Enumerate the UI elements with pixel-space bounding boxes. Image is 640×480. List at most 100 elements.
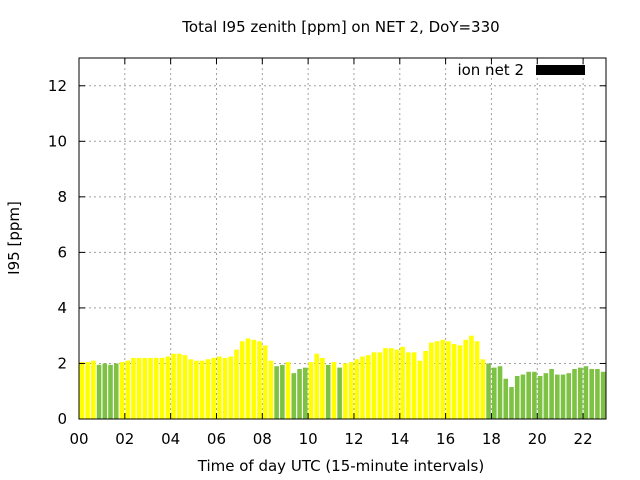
y-tick-label: 2 bbox=[57, 354, 67, 372]
bar bbox=[142, 357, 148, 419]
bar bbox=[371, 352, 377, 419]
x-tick-label: 22 bbox=[574, 430, 593, 448]
bar bbox=[113, 363, 119, 419]
bar bbox=[526, 371, 531, 419]
bar bbox=[434, 341, 440, 419]
bar bbox=[520, 374, 526, 419]
bar bbox=[85, 362, 90, 419]
x-tick-label: 20 bbox=[528, 430, 547, 448]
bar bbox=[440, 339, 446, 419]
bar bbox=[400, 346, 405, 419]
x-tick-label: 16 bbox=[436, 430, 455, 448]
bar bbox=[234, 349, 239, 419]
legend-label: ion net 2 bbox=[457, 61, 524, 79]
bar bbox=[131, 357, 136, 419]
x-tick-label: 10 bbox=[299, 430, 318, 448]
bar bbox=[291, 373, 297, 419]
bar bbox=[325, 364, 331, 419]
bar bbox=[566, 373, 572, 419]
bar bbox=[388, 348, 394, 419]
bar bbox=[228, 356, 234, 419]
bar bbox=[245, 338, 251, 419]
legend: ion net 2 bbox=[457, 61, 585, 79]
bar bbox=[577, 367, 583, 419]
bar bbox=[549, 369, 554, 419]
bar bbox=[176, 353, 182, 419]
bar bbox=[154, 357, 159, 419]
bar bbox=[308, 362, 314, 419]
bar bbox=[394, 349, 400, 419]
x-tick-label: 08 bbox=[253, 430, 272, 448]
bar bbox=[194, 360, 199, 419]
x-tick-label: 04 bbox=[161, 430, 180, 448]
bar bbox=[343, 363, 348, 419]
bar bbox=[595, 369, 600, 419]
bar bbox=[171, 353, 176, 419]
x-tick-label: 14 bbox=[390, 430, 409, 448]
bar bbox=[532, 371, 537, 419]
bar bbox=[497, 366, 503, 419]
bar bbox=[486, 363, 491, 419]
bar bbox=[446, 341, 451, 419]
bar bbox=[509, 387, 514, 419]
bar bbox=[457, 345, 463, 419]
bar bbox=[251, 339, 257, 419]
bar bbox=[222, 357, 228, 419]
grid bbox=[78, 58, 606, 420]
bar bbox=[417, 360, 423, 419]
bar bbox=[589, 369, 594, 419]
bar bbox=[188, 359, 193, 419]
bar bbox=[302, 367, 308, 419]
y-axis-label: I95 [ppm] bbox=[5, 201, 23, 275]
bar bbox=[348, 362, 354, 419]
y-tick-label: 4 bbox=[57, 299, 67, 317]
bar bbox=[354, 359, 360, 419]
y-tick-label: 6 bbox=[57, 243, 67, 261]
bar bbox=[102, 363, 108, 419]
bar bbox=[474, 341, 480, 419]
bar bbox=[314, 353, 320, 419]
bar bbox=[182, 355, 188, 419]
bar bbox=[406, 352, 411, 419]
bar bbox=[463, 339, 468, 419]
bar bbox=[297, 369, 302, 419]
bars bbox=[79, 335, 606, 419]
bar bbox=[360, 356, 365, 419]
bar bbox=[537, 375, 543, 419]
plot-frame bbox=[78, 57, 607, 420]
bar bbox=[423, 350, 428, 419]
bar bbox=[148, 357, 153, 419]
chart-title: Total I95 zenith [ppm] on NET 2, DoY=330 bbox=[181, 18, 499, 36]
x-axis-label: Time of day UTC (15-minute intervals) bbox=[197, 457, 484, 475]
bar bbox=[560, 374, 566, 419]
bar bbox=[337, 367, 342, 419]
x-tick-label: 02 bbox=[115, 430, 134, 448]
bar bbox=[280, 364, 285, 419]
bar bbox=[514, 375, 520, 419]
bar bbox=[199, 360, 205, 419]
bar bbox=[480, 359, 486, 419]
bar bbox=[285, 362, 291, 419]
bar bbox=[383, 348, 388, 419]
y-tick-label: 0 bbox=[57, 410, 67, 428]
bar bbox=[108, 364, 113, 419]
bar bbox=[469, 335, 474, 419]
bar bbox=[451, 344, 457, 419]
bar bbox=[320, 357, 325, 419]
bar bbox=[239, 341, 245, 419]
bar bbox=[159, 357, 165, 419]
bar bbox=[377, 352, 383, 419]
bar bbox=[125, 360, 130, 419]
bar bbox=[268, 360, 274, 419]
y-tick-label: 12 bbox=[48, 77, 67, 95]
legend-swatch bbox=[536, 65, 585, 75]
bar bbox=[365, 355, 371, 419]
bar bbox=[331, 362, 337, 419]
bar bbox=[96, 364, 102, 419]
bar bbox=[262, 345, 268, 419]
x-tick-label: 18 bbox=[482, 430, 501, 448]
bar bbox=[555, 374, 560, 419]
bar bbox=[503, 378, 509, 419]
